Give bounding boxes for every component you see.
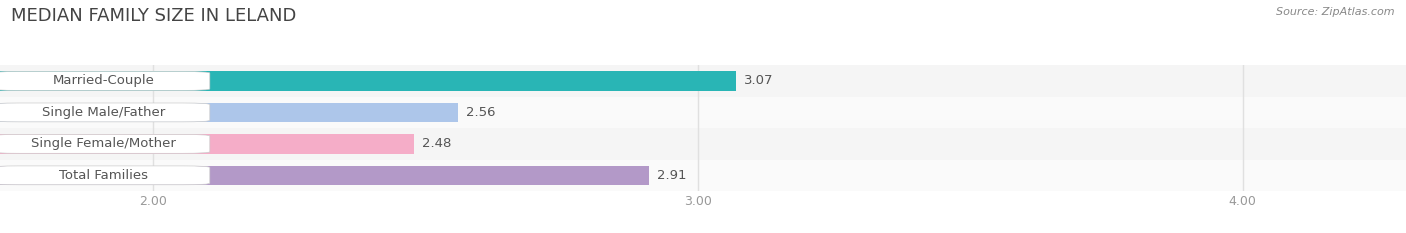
Text: 3.07: 3.07 <box>744 75 773 87</box>
Bar <box>0 71 735 91</box>
FancyBboxPatch shape <box>0 72 209 90</box>
Text: Source: ZipAtlas.com: Source: ZipAtlas.com <box>1277 7 1395 17</box>
Text: Single Female/Mother: Single Female/Mother <box>31 137 176 150</box>
FancyBboxPatch shape <box>0 134 209 153</box>
Text: MEDIAN FAMILY SIZE IN LELAND: MEDIAN FAMILY SIZE IN LELAND <box>11 7 297 25</box>
Text: 2.56: 2.56 <box>465 106 495 119</box>
Text: Single Male/Father: Single Male/Father <box>42 106 165 119</box>
Text: 2.91: 2.91 <box>657 169 686 182</box>
Bar <box>0 166 648 185</box>
Bar <box>0 103 458 122</box>
Bar <box>0 128 1406 160</box>
Bar <box>0 97 1406 128</box>
Text: Married-Couple: Married-Couple <box>52 75 155 87</box>
Bar <box>0 65 1406 97</box>
FancyBboxPatch shape <box>0 103 209 122</box>
Text: Total Families: Total Families <box>59 169 148 182</box>
FancyBboxPatch shape <box>0 166 209 185</box>
Text: 2.48: 2.48 <box>422 137 451 150</box>
Bar <box>0 134 415 154</box>
Bar <box>0 160 1406 191</box>
